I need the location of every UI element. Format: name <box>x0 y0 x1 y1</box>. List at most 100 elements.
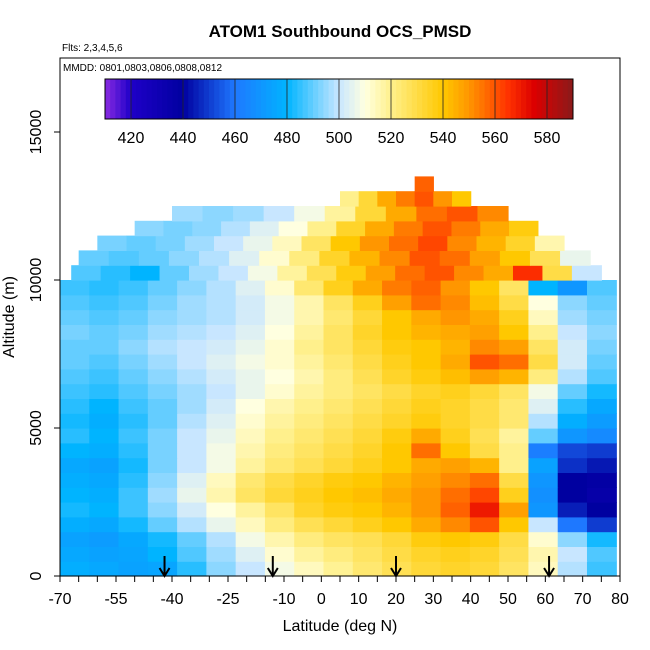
x-tick-label-2: -40 <box>160 591 183 608</box>
heatmap-cell-6-17 <box>557 472 588 488</box>
heatmap-cell-5-18 <box>586 487 617 503</box>
x-tick-label-13: 80 <box>611 591 629 608</box>
heatmap-cell-14-1 <box>89 354 120 370</box>
heatmap-cell-7-2 <box>118 457 149 473</box>
heatmap-cell-10-8 <box>294 413 325 429</box>
heatmap-cell-8-4 <box>177 442 207 459</box>
heatmap-cell-12-10 <box>352 383 383 399</box>
heatmap-cell-9-18 <box>586 428 617 444</box>
heatmap-cell-3-1 <box>89 516 120 533</box>
heatmap-cell-0-10 <box>352 561 383 577</box>
heatmap-cell-6-10 <box>352 472 383 488</box>
heatmap-cell-20-12 <box>424 265 455 281</box>
heatmap-cell-4-5 <box>206 502 237 518</box>
heatmap-cell-0-13 <box>440 561 471 577</box>
heatmap-cell-19-9 <box>323 280 354 296</box>
heatmap-cell-11-13 <box>440 398 471 414</box>
heatmap-cell-18-18 <box>586 294 617 311</box>
colorbar-segment-35 <box>287 79 293 119</box>
heatmap-cell-2-15 <box>499 531 530 547</box>
heatmap-cell-17-10 <box>352 309 383 325</box>
heatmap-cell-21-3 <box>168 250 200 266</box>
heatmap-cell-9-1 <box>89 428 120 444</box>
heatmap-cell-3-9 <box>323 516 354 533</box>
heatmap-cell-3-6 <box>235 516 266 533</box>
heatmap-cell-23-8 <box>365 220 395 237</box>
heatmap-cell-16-13 <box>440 324 471 340</box>
x-tick-label-11: 60 <box>536 591 554 608</box>
heatmap-cell-14-4 <box>177 354 207 370</box>
heatmap-cell-23-9 <box>393 220 424 237</box>
heatmap-cell-13-18 <box>586 368 617 385</box>
heatmap-cell-6-2 <box>118 472 149 488</box>
heatmap-cell-17-0 <box>60 309 90 325</box>
heatmap-cell-14-12 <box>411 354 442 370</box>
heatmap-cell-9-8 <box>294 428 325 444</box>
heatmap-cell-16-11 <box>382 324 412 340</box>
colorbar-segment-55 <box>391 79 397 119</box>
heatmap-cell-7-4 <box>177 457 207 473</box>
heatmap-cell-21-11 <box>409 250 441 266</box>
colorbar-segment-74 <box>489 79 496 119</box>
heatmap-cell-22-11 <box>418 235 448 251</box>
heatmap-cell-0-5 <box>206 561 237 577</box>
heatmap-cell-15-6 <box>235 339 266 355</box>
heatmap-cell-22-6 <box>272 235 303 251</box>
heatmap-cell-19-18 <box>586 280 617 296</box>
heatmap-cell-12-5 <box>206 383 237 399</box>
heatmap-cell-16-3 <box>147 324 178 340</box>
colorbar-segment-14 <box>177 79 184 119</box>
heatmap-cell-4-16 <box>528 502 559 518</box>
heatmap-cell-3-2 <box>118 516 149 533</box>
colorbar-segment-38 <box>302 79 309 119</box>
heatmap-cell-17-5 <box>206 309 237 325</box>
colorbar-segment-72 <box>479 79 486 119</box>
heatmap-cell-12-9 <box>323 383 354 399</box>
heatmap-cell-21-12 <box>439 250 471 266</box>
heatmap-cell-3-12 <box>411 516 442 533</box>
heatmap-cell-9-14 <box>469 428 500 444</box>
heatmap-cell-12-12 <box>411 383 442 399</box>
heatmap-cell-3-15 <box>499 516 530 533</box>
heatmap-cell-5-10 <box>352 487 383 503</box>
heatmap-cell-15-17 <box>557 339 588 355</box>
heatmap-cell-10-9 <box>323 413 354 429</box>
heatmap-cell-16-9 <box>323 324 354 340</box>
heatmap-cell-1-12 <box>411 546 442 562</box>
heatmap-cell-14-11 <box>382 354 412 370</box>
heatmap-cell-7-15 <box>499 457 530 473</box>
heatmap-cell-4-13 <box>440 502 471 518</box>
heatmap-cell-16-6 <box>235 324 266 340</box>
heatmap-cell-20-11 <box>395 265 426 281</box>
heatmap-cell-10-2 <box>118 413 149 429</box>
heatmap-cell-13-0 <box>60 368 90 385</box>
heatmap-cell-14-15 <box>499 354 530 370</box>
heatmap-cell-20-14 <box>483 265 514 281</box>
heatmap-cell-2-12 <box>411 531 442 547</box>
heatmap-cell-16-8 <box>294 324 325 340</box>
heatmap-cell-3-14 <box>469 516 500 533</box>
heatmap-cell-5-5 <box>206 487 237 503</box>
colorbar-segment-27 <box>245 79 252 119</box>
heatmap-cell-23-6 <box>307 220 337 237</box>
heatmap-cell-20-0 <box>71 265 102 281</box>
colorbar-tick-label-5: 520 <box>378 130 405 147</box>
heatmap-cell-17-4 <box>177 309 207 325</box>
heatmap-cell-23-2 <box>192 220 222 237</box>
heatmap-cell-20-8 <box>306 265 337 281</box>
heatmap-cell-20-9 <box>336 265 367 281</box>
heatmap-cell-19-5 <box>206 280 237 296</box>
x-tick-label-10: 50 <box>499 591 517 608</box>
heatmap-cell-8-13 <box>440 442 471 459</box>
colorbar-segment-25 <box>235 79 241 119</box>
colorbar-segment-49 <box>359 79 366 119</box>
heatmap-cell-2-14 <box>469 531 500 547</box>
heatmap-cell-21-4 <box>199 250 230 266</box>
heatmap-cell-13-3 <box>147 368 178 385</box>
heatmap-cell-4-6 <box>235 502 266 518</box>
colorbar-segment-36 <box>292 79 298 119</box>
colorbar-segment-60 <box>417 79 423 119</box>
heatmap-cell-15-16 <box>528 339 559 355</box>
heatmap-cell-3-3 <box>147 516 178 533</box>
heatmap-cell-24-6 <box>355 206 387 222</box>
